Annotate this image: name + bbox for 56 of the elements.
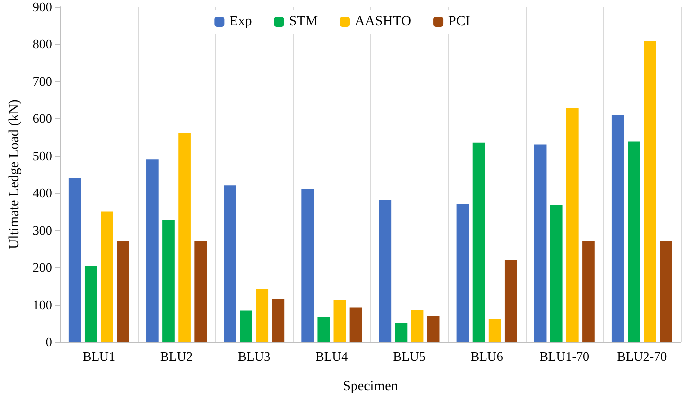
y-tick-label: 100: [32, 297, 52, 312]
bar: [162, 220, 175, 342]
bar: [350, 308, 362, 342]
bar: [411, 310, 424, 342]
bar: [534, 144, 547, 342]
x-tick-label: BLU1: [82, 349, 116, 364]
bar: [456, 204, 470, 342]
bar: [178, 134, 191, 342]
y-tick-label: 600: [32, 111, 52, 126]
bar: [488, 319, 502, 342]
bar: [224, 186, 236, 342]
bar: [427, 316, 440, 342]
bar: [628, 142, 640, 342]
bar: [472, 142, 486, 342]
bar: [334, 300, 346, 342]
y-tick-label: 900: [32, 0, 52, 14]
x-tick-label: BLU2: [160, 349, 194, 364]
x-tick-label: BLU2-70: [617, 349, 668, 364]
bar: [146, 160, 159, 342]
bar: [240, 310, 252, 342]
bar: [660, 242, 672, 342]
legend-label: Exp: [230, 14, 252, 30]
x-tick-label: BLU5: [393, 349, 426, 364]
bar: [612, 114, 624, 342]
x-tick-label: BLU6: [470, 349, 504, 364]
y-tick-label: 0: [46, 334, 52, 350]
legend-label: STM: [289, 14, 319, 30]
x-tick-label: BLU3: [238, 349, 271, 364]
bar: [84, 266, 98, 342]
bar: [256, 289, 269, 342]
legend-label: AASHTO: [355, 14, 412, 30]
bar: [379, 200, 392, 342]
bar: [395, 323, 408, 342]
bar: [318, 317, 330, 342]
y-axis-title: Ultimate Ledge Load (kN): [8, 99, 22, 250]
bar: [582, 242, 595, 342]
x-axis-title: Specimen: [343, 380, 398, 394]
bar: [302, 189, 314, 342]
bar: [272, 299, 285, 342]
y-tick-label: 400: [32, 186, 52, 201]
bar: [566, 108, 579, 342]
bar: [101, 212, 114, 342]
bar: [550, 205, 563, 342]
x-tick-label: BLU4: [316, 349, 349, 364]
bar: [194, 242, 208, 342]
legend-label: PCI: [448, 14, 471, 30]
x-tick-label: BLU1-70: [540, 349, 590, 364]
y-tick-label: 700: [32, 74, 52, 89]
y-tick-label: 200: [32, 260, 52, 276]
y-tick-label: 800: [32, 36, 52, 52]
bar: [68, 178, 82, 342]
y-tick-label: 300: [32, 222, 52, 238]
y-tick-label: 500: [32, 148, 52, 164]
bar: [117, 242, 130, 342]
bar: [504, 260, 518, 342]
bar: [644, 41, 656, 342]
